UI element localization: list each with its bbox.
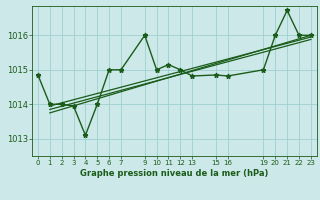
X-axis label: Graphe pression niveau de la mer (hPa): Graphe pression niveau de la mer (hPa) (80, 169, 268, 178)
